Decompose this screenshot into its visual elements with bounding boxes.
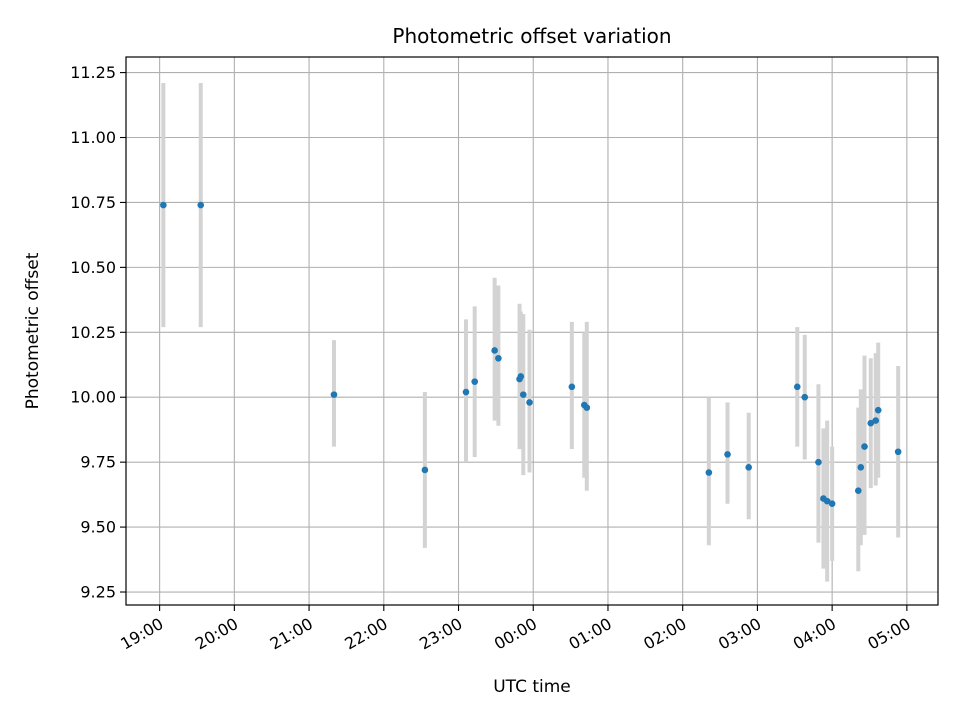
data-point xyxy=(160,201,167,209)
x-tick-label: 04:00 xyxy=(790,614,839,654)
y-tick-label: 11.25 xyxy=(70,63,116,82)
x-tick-label: 03:00 xyxy=(715,614,764,654)
data-point xyxy=(568,383,576,391)
y-tick-label: 9.25 xyxy=(80,583,116,602)
y-tick-label: 11.00 xyxy=(70,128,116,147)
data-point xyxy=(857,464,865,471)
y-tick-label: 9.75 xyxy=(80,453,116,472)
data-point xyxy=(872,417,880,424)
x-tick-label: 01:00 xyxy=(566,614,615,654)
data-point xyxy=(861,443,868,450)
data-point xyxy=(854,487,862,495)
data-point xyxy=(471,378,479,385)
tick-layer: 19:00 20:00 21:00 22:00 23:00 00:00 01:00 02:00… xyxy=(70,63,914,653)
data-point xyxy=(583,404,591,411)
x-axis-title: UTC time xyxy=(493,677,571,697)
data-point xyxy=(874,406,882,414)
x-tick-label: 21:00 xyxy=(267,614,316,654)
chart-title: Photometric offset variation xyxy=(392,24,671,48)
data-point xyxy=(815,458,822,466)
y-tick-label: 10.00 xyxy=(70,388,116,407)
y-tick-label: 9.50 xyxy=(80,518,116,537)
data-point xyxy=(894,448,902,456)
data-point xyxy=(745,464,752,471)
data-point xyxy=(491,347,498,354)
data-point xyxy=(421,466,429,474)
data-point xyxy=(801,393,809,401)
grid-layer xyxy=(126,57,938,605)
plot-frame xyxy=(125,56,939,606)
data-point xyxy=(517,373,525,380)
x-tick-label: 23:00 xyxy=(416,614,465,654)
x-tick-label: 19:00 xyxy=(117,614,166,654)
x-tick-label: 20:00 xyxy=(192,614,241,654)
x-tick-label: 02:00 xyxy=(640,614,689,654)
y-tick-label: 10.50 xyxy=(70,258,116,277)
data-point xyxy=(705,469,713,476)
point-layer xyxy=(160,201,902,508)
data-point xyxy=(197,201,205,209)
x-tick-label: 00:00 xyxy=(491,614,540,654)
data-point xyxy=(526,399,533,406)
data-point xyxy=(867,419,875,427)
y-tick-label: 10.75 xyxy=(70,193,116,212)
data-point xyxy=(330,391,338,398)
x-tick-label: 22:00 xyxy=(341,614,390,654)
y-tick-label: 10.25 xyxy=(70,323,116,342)
x-tick-label: 05:00 xyxy=(864,614,913,654)
data-point xyxy=(462,388,470,396)
data-point xyxy=(724,451,731,458)
data-point xyxy=(823,497,831,505)
data-point xyxy=(495,354,502,362)
data-point xyxy=(793,383,801,391)
data-point xyxy=(828,500,836,508)
y-axis-title: Photometric offset xyxy=(23,252,43,409)
data-point xyxy=(519,391,527,398)
